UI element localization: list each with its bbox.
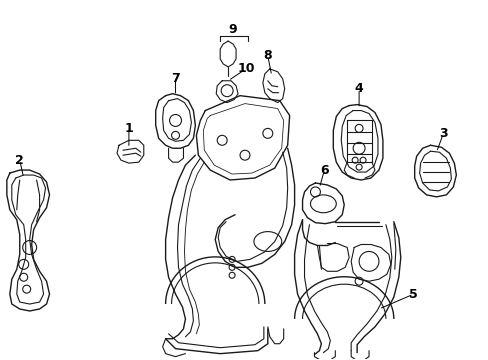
Text: 3: 3 (438, 127, 447, 140)
Text: 10: 10 (237, 62, 254, 75)
Text: 2: 2 (15, 154, 24, 167)
Text: 8: 8 (263, 49, 272, 63)
Text: 5: 5 (408, 288, 417, 301)
Text: 6: 6 (320, 163, 328, 176)
Text: 4: 4 (354, 82, 363, 95)
Text: 7: 7 (171, 72, 180, 85)
Text: 9: 9 (228, 23, 237, 36)
Text: 1: 1 (124, 122, 133, 135)
